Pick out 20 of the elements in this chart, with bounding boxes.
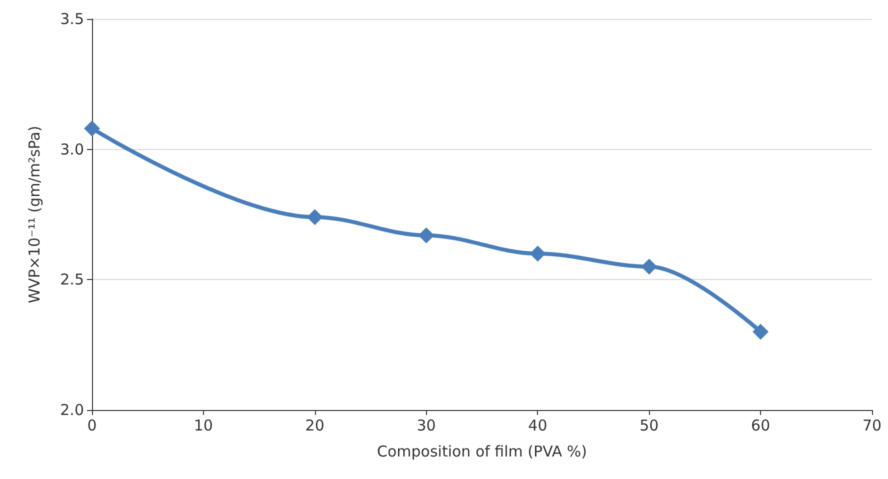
x-tick-label: 40 [528, 416, 548, 434]
point [752, 324, 769, 340]
y-tick-label: 3.0 [60, 140, 84, 158]
x-tick-label: 50 [640, 416, 659, 434]
y-tick-label: 3.5 [60, 10, 84, 28]
x-tick-label: 60 [751, 416, 770, 434]
x-tick-label: 20 [305, 416, 324, 434]
point [306, 209, 323, 226]
x-tick-label: 30 [416, 416, 436, 434]
point [418, 227, 434, 244]
x-tick-label: 10 [194, 416, 213, 434]
y-tick-label: 2.0 [60, 401, 84, 419]
y-tick-label: 2.5 [60, 270, 84, 289]
x-tick-label: 0 [87, 416, 97, 434]
point [84, 120, 100, 136]
point [641, 258, 658, 275]
point [530, 246, 546, 262]
y-axis-title: WVP×10⁻¹¹ (gm/m²sPa) [26, 126, 44, 304]
x-tick-label: 70 [862, 416, 882, 434]
x-axis-title: Composition of film (PVA %) [377, 442, 587, 460]
